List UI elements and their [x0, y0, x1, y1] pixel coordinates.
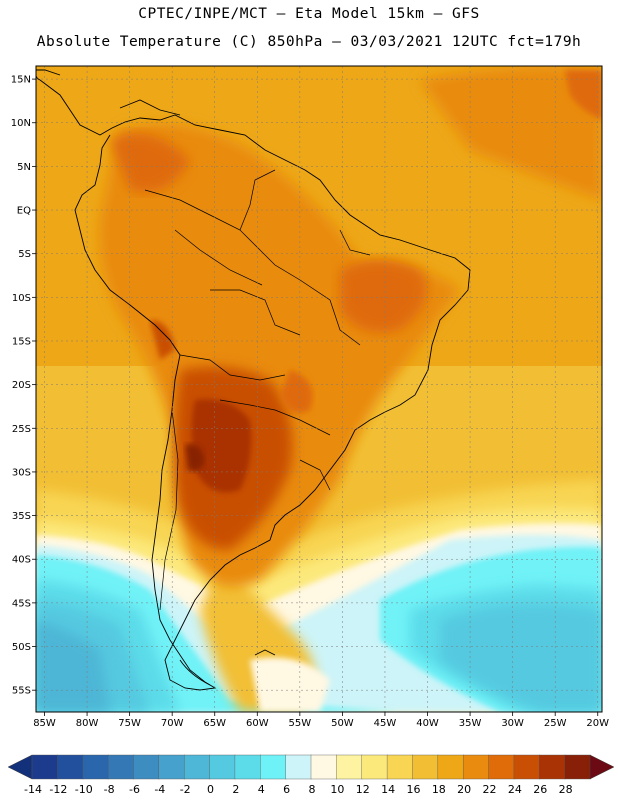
colorbar-swatch	[310, 754, 338, 780]
lat-label: EQ	[17, 206, 31, 217]
lat-label: 30S	[12, 467, 31, 478]
colorbar-swatch	[158, 754, 185, 780]
colorbar-label: 12	[356, 783, 370, 796]
colorbar-swatch	[412, 754, 439, 780]
colorbar-swatch	[336, 754, 363, 780]
lon-label: 30W	[501, 718, 524, 729]
coastlines	[36, 69, 471, 691]
colorbar-swatch	[361, 754, 388, 780]
colorbar-swatch	[82, 754, 109, 780]
colorbar-swatch	[31, 754, 59, 780]
lat-label: 10S	[12, 293, 31, 304]
colorbar-swatch	[462, 754, 490, 780]
colorbar-label: -10	[75, 783, 93, 796]
colorbar-high-arrow	[589, 754, 615, 780]
lon-label: 55W	[289, 718, 312, 729]
chart-subtitle: Absolute Temperature (C) 850hPa — 03/03/…	[36, 34, 582, 50]
lon-label: 40W	[416, 718, 439, 729]
lat-label: 25S	[12, 424, 31, 435]
colorbar-label: 4	[258, 783, 265, 796]
lat-label: 5S	[18, 249, 31, 260]
colorbar-label: -6	[129, 783, 140, 796]
lon-label: 80W	[76, 718, 99, 729]
colorbar-swatch	[539, 754, 566, 780]
lon-label: 70W	[161, 718, 184, 729]
colorbar-swatch	[513, 754, 540, 780]
lat-label: 20S	[12, 380, 31, 391]
graticule	[36, 66, 602, 712]
lon-label: 50W	[331, 718, 354, 729]
longitude-axis: 85W 80W 75W 70W 65W 60W 55W 50W 45W 40W 35W 30W 25W 2…	[33, 712, 609, 729]
colorbar-swatch	[57, 754, 84, 780]
lat-label: 50S	[12, 642, 31, 653]
colorbar-swatch	[260, 754, 287, 780]
colorbar-swatch	[564, 754, 591, 780]
colorbar-label: 24	[508, 783, 522, 796]
colorbar-label: 18	[432, 783, 446, 796]
colorbar-label: 28	[559, 783, 573, 796]
lon-label: 65W	[203, 718, 226, 729]
latitude-axis: 15N 10N 5N EQ 5S 10S 15S 20S 25S 30S 35S 40S 45S 50S 5…	[11, 75, 36, 697]
map-frame	[35, 65, 603, 713]
colorbar-label: -2	[180, 783, 191, 796]
colorbar-label: 26	[533, 783, 547, 796]
lon-label: 35W	[459, 718, 482, 729]
colorbar-label: -12	[49, 783, 67, 796]
chart-title: CPTEC/INPE/MCT — Eta Model 15km — GFS	[138, 6, 480, 22]
lon-label: 45W	[374, 718, 397, 729]
colorbar-label: -4	[154, 783, 165, 796]
colorbar-label: 6	[283, 783, 290, 796]
colorbar-label: -14	[24, 783, 42, 796]
lon-label: 60W	[246, 718, 269, 729]
colorbar-swatch	[107, 754, 135, 780]
lat-label: 55S	[12, 686, 31, 697]
colorbar-label: 10	[330, 783, 344, 796]
colorbar-swatch	[133, 754, 160, 780]
colorbar: -14 -12 -10 -8 -6 -4 -2 0 2 4 6 8 10 12 14 16 18 20 22 24 26…	[7, 754, 615, 796]
lat-label: 35S	[12, 511, 31, 522]
lat-label: 15N	[11, 75, 31, 86]
lon-label: 85W	[33, 718, 56, 729]
colorbar-label: 14	[381, 783, 395, 796]
colorbar-label: -8	[104, 783, 115, 796]
lon-label: 20W	[586, 718, 609, 729]
colorbar-swatch	[183, 754, 211, 780]
colorbar-label: 22	[483, 783, 497, 796]
colorbar-swatch	[488, 754, 515, 780]
lat-label: 45S	[12, 598, 31, 609]
lat-label: 10N	[11, 118, 31, 129]
colorbar-label: 2	[232, 783, 239, 796]
colorbar-swatch	[437, 754, 464, 780]
colorbar-low-arrow	[7, 754, 33, 780]
lat-label: 5N	[17, 162, 31, 173]
colorbar-label: 0	[207, 783, 214, 796]
colorbar-label: 8	[309, 783, 316, 796]
colorbar-swatch	[209, 754, 236, 780]
lon-label: 25W	[544, 718, 567, 729]
lat-label: 15S	[12, 336, 31, 347]
colorbar-label: 20	[457, 783, 471, 796]
colorbar-swatch	[285, 754, 312, 780]
temperature-field	[36, 66, 602, 712]
lon-label: 75W	[118, 718, 141, 729]
country-borders	[144, 169, 371, 611]
colorbar-label: 16	[406, 783, 420, 796]
colorbar-swatch	[234, 754, 261, 780]
colorbar-swatch	[386, 754, 414, 780]
lat-label: 40S	[12, 555, 31, 566]
